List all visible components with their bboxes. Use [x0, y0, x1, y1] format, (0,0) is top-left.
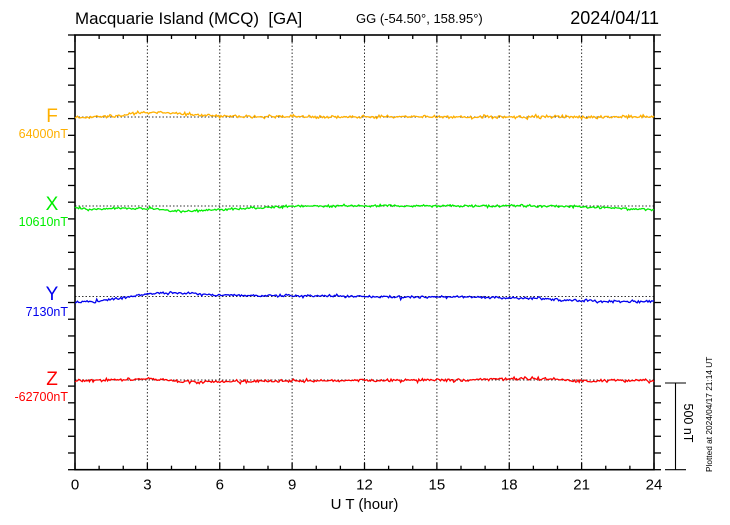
svg-text:2024/04/11: 2024/04/11	[570, 8, 659, 28]
svg-text:500 nT: 500 nT	[681, 404, 695, 443]
svg-text:U T (hour): U T (hour)	[331, 496, 399, 513]
svg-text:6: 6	[216, 477, 224, 494]
svg-text:3: 3	[143, 477, 151, 494]
svg-text:9: 9	[288, 477, 296, 494]
svg-text:Z: Z	[46, 369, 58, 390]
svg-text:24: 24	[646, 477, 663, 494]
svg-text:Macquarie Island (MCQ) [GA]: Macquarie Island (MCQ) [GA]	[75, 9, 302, 28]
svg-text:10610nT: 10610nT	[19, 215, 69, 229]
svg-text:12: 12	[356, 477, 373, 494]
svg-text:-62700nT: -62700nT	[14, 390, 68, 404]
svg-text:0: 0	[71, 477, 79, 494]
svg-text:Y: Y	[46, 284, 59, 305]
svg-text:21: 21	[573, 477, 590, 494]
svg-text:7130nT: 7130nT	[26, 305, 69, 319]
svg-text:Plotted at 2024/04/17 21:14 UT: Plotted at 2024/04/17 21:14 UT	[704, 357, 714, 472]
svg-text:64000nT: 64000nT	[19, 127, 69, 141]
svg-text:15: 15	[429, 477, 446, 494]
svg-text:GG (-54.50°, 158.95°): GG (-54.50°, 158.95°)	[356, 11, 483, 26]
svg-text:F: F	[46, 106, 58, 127]
svg-text:18: 18	[501, 477, 518, 494]
svg-text:X: X	[46, 194, 59, 215]
